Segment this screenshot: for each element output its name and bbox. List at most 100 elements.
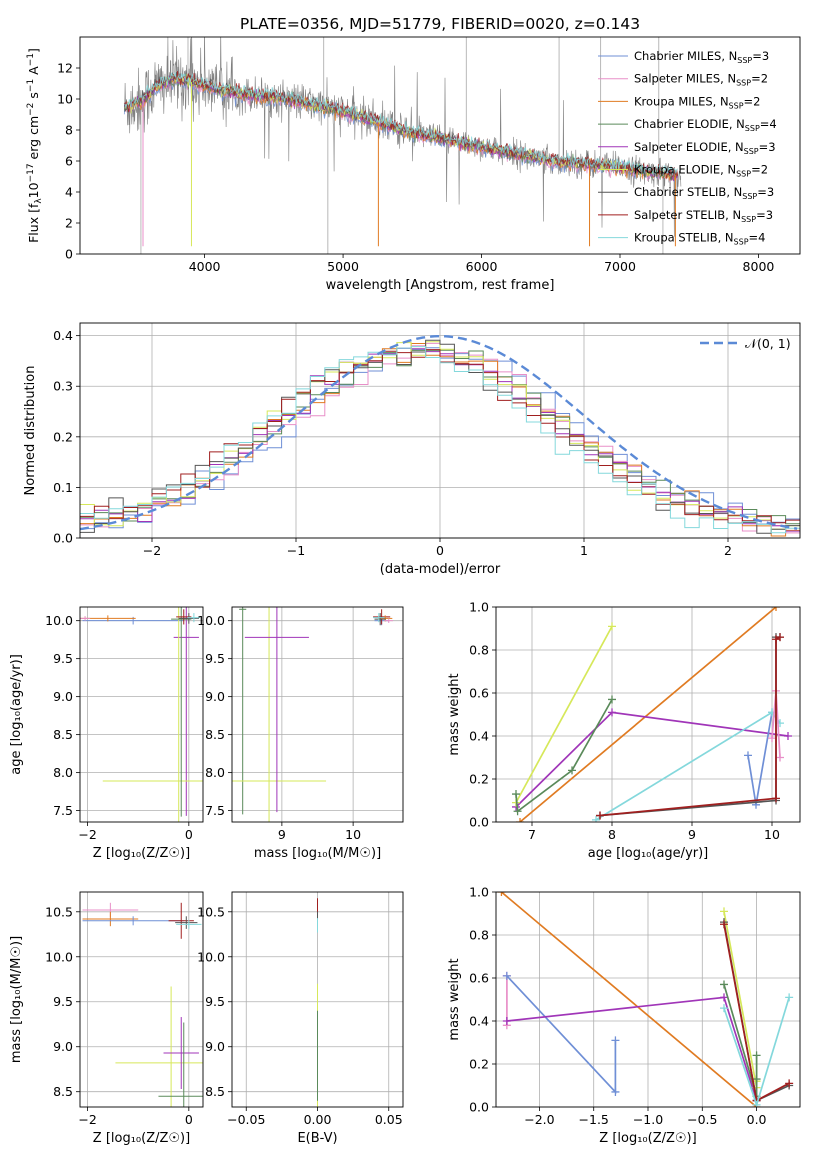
spectrum-ytick-label-4: 8 (65, 123, 73, 138)
ebv_mass-ytick-label-2: 9.5 (205, 994, 225, 1009)
mass_age-point-chabrier_stelib (374, 613, 386, 626)
z_weight-ylabel: mass weight (447, 958, 462, 1040)
z_weight-marker-salpeter_elodie-1 (720, 993, 728, 1002)
z_age-xlabel: Z [log₁₀(Z/Z☉)] (93, 846, 190, 861)
z_mass-point-kroupa_stelib (176, 919, 202, 929)
ebv_mass-xtick-label-1: 0.00 (304, 1112, 332, 1127)
legend-val: =3 (756, 208, 773, 222)
age_weight-marker-kroupa_miles-0 (516, 818, 524, 822)
z_weight-series-salpeter_elodie (502, 993, 761, 1105)
mass_age-ytick-label-3: 9.0 (205, 689, 225, 704)
mass_age-point-salpeter_miles (384, 618, 394, 623)
z_age-point-chabrier_stelib (178, 613, 199, 624)
mass_age-ytick-label-0: 7.5 (205, 803, 225, 818)
legend-label-chabrier_miles: Chabrier MILES, NSSP=3 (634, 49, 769, 65)
spectrum-ylabel-ylabel_sub: λ (34, 198, 44, 204)
z_weight-series-salpeter_stelib (720, 920, 794, 1105)
age_weight-marker-chabrier_elodie-0 (512, 790, 520, 799)
mass_age-xtick-label-0: 9 (278, 827, 286, 842)
legend-name: Salpeter MILES, N (634, 72, 736, 86)
age_weight-series-salpeter_elodie (512, 708, 792, 811)
spectrum-xtick-label-3: 7000 (604, 259, 636, 274)
age_weight-marker-salpeter_elodie-1 (608, 708, 616, 717)
z_weight-marker-salpeter_stelib-2 (785, 1079, 794, 1088)
z_mass-xtick-label-1: 0 (185, 1112, 193, 1127)
spectrum-ytick-label-3: 6 (65, 154, 73, 169)
z_age-point-chabrier_elodie (171, 607, 192, 817)
legend-label-chabrier_elodie: Chabrier ELODIE, NSSP=4 (634, 117, 777, 133)
legend-val: =3 (752, 49, 769, 63)
figure-title: PLATE=0356, MJD=51779, FIBERID=0020, z=0… (240, 15, 640, 33)
age_weight-xtick-label-3: 10 (764, 827, 780, 842)
spectrum-xtick-label-0: 4000 (189, 259, 221, 274)
z_weight-series-chabrier_miles (502, 971, 620, 1096)
age_weight-marker-salpeter_miles-2 (776, 753, 784, 762)
legend-sub: SSP (741, 215, 756, 224)
legend-name: Kroupa ELODIE, N (634, 163, 736, 177)
mass_age-point-kroupa_stelib (373, 613, 385, 623)
age_weight-marker-chabrier_miles-0 (744, 751, 752, 760)
age_weight-series-chabrier_elodie (512, 695, 616, 816)
z_mass-ytick-label-3: 10.0 (45, 949, 73, 964)
z_weight-ytick-label-0: 0.0 (469, 1100, 489, 1115)
z_weight-marker-kroupa_stelib-2 (785, 993, 794, 1002)
z_mass-point-kroupa_miles (82, 911, 139, 927)
z_mass-point-kroupa_elodie (115, 986, 203, 1107)
residual_hist-ytick-label-2: 0.2 (53, 429, 73, 444)
z_age-frame (79, 606, 204, 823)
spectrum-ylabel-ylabel_mid: 10 (26, 182, 41, 198)
mass_age-xtick-label-1: 10 (345, 827, 361, 842)
spectrum-ylabel-ylabel_sup1: −17 (26, 163, 36, 182)
spectrum-ytick-label-2: 4 (65, 185, 73, 200)
spectrum-xtick-label-4: 8000 (743, 259, 775, 274)
mass_age-point-chabrier_elodie (239, 607, 247, 815)
spectrum-plot-area (123, 37, 682, 254)
residual-hist-kroupa_elodie (80, 341, 800, 530)
z_age-panel: −2 0 7.5 8.0 8.5 9.0 9.5 10.0 Z [log₁₀(Z/Z☉)] age… (9, 606, 204, 861)
legend-sub: SSP (742, 192, 757, 201)
age_weight-ytick-label-4: 0.8 (469, 643, 489, 658)
age_weight-frame (495, 606, 801, 823)
age_weight-plot-area (512, 607, 792, 822)
age_weight-panel: 7 8 9 10 0.0 0.2 0.4 0.6 0.8 1.0 age [log₁₀(age/yr… (447, 600, 801, 861)
age_weight-series-kroupa_miles (516, 607, 780, 822)
age_weight-marker-chabrier_elodie-2 (568, 766, 576, 775)
z_weight-xtick-label-4: 0.0 (747, 1112, 767, 1127)
residual_hist-ytick-label-4: 0.4 (53, 328, 73, 343)
mass_age-point-kroupa_elodie (232, 607, 327, 822)
legend-label-salpeter_stelib: Salpeter STELIB, NSSP=3 (634, 208, 773, 224)
z_mass-xtick-label-0: −2 (78, 1112, 96, 1127)
legend-name: Chabrier MILES, N (634, 49, 737, 63)
age_weight-marker-salpeter_stelib-0 (596, 811, 604, 820)
z_mass-panel: −2 0 8.5 9.0 9.5 10.0 10.5 Z [log₁₀(Z/Z☉)] mass … (9, 891, 204, 1146)
age_weight-xtick-label-0: 7 (528, 827, 536, 842)
age_weight-marker-salpeter_miles-0 (768, 734, 776, 743)
z_age-xtick-label-1: 0 (185, 827, 193, 842)
age_weight-line-salpeter_stelib (599, 636, 781, 817)
mass_age-plot-area (232, 607, 394, 822)
residual-hist-chabrier_stelib (80, 339, 800, 534)
z_age-plot-area (80, 607, 203, 822)
spectrum-xtick-label-1: 5000 (327, 259, 359, 274)
z_weight-xtick-label-2: −1.0 (633, 1112, 663, 1127)
spectrum-ytick-label-5: 10 (57, 92, 73, 107)
legend-sub: SSP (744, 147, 759, 156)
ebv_mass-ytick-label-3: 10.0 (197, 949, 225, 964)
age_weight-marker-kroupa_miles-1 (772, 607, 780, 611)
age_weight-series-salpeter_stelib (596, 633, 784, 820)
age_weight-line-chabrier_elodie (515, 699, 613, 813)
spectrum-ytick-label-6: 12 (57, 61, 73, 76)
mass_age-xlabel: mass [log₁₀(M/M☉)] (254, 846, 381, 861)
age_weight-marker-kroupa_elodie-1 (608, 622, 616, 631)
z_weight-series-kroupa_stelib (720, 993, 794, 1107)
spectrum-ylabel-ylabel_sup2: −2 (26, 103, 36, 116)
age_weight-marker-chabrier_elodie-1 (513, 807, 522, 816)
legend-label-salpeter_miles: Salpeter MILES, NSSP=2 (634, 72, 768, 88)
age_weight-marker-salpeter_stelib-1 (772, 794, 780, 803)
z_mass-ylabel: mass [log₁₀(M/M☉)] (9, 936, 24, 1063)
legend-sub: SSP (729, 101, 744, 110)
z_weight-panel: −2.0 −1.5 −1.0 −0.5 0.0 0.0 0.2 0.4 0.6 0.8 1.0 Z [… (447, 885, 801, 1146)
residual_hist-ytick-label-3: 0.3 (53, 379, 73, 394)
legend-name: Salpeter STELIB, N (634, 208, 741, 222)
mass_age-ytick-label-4: 9.5 (205, 651, 225, 666)
